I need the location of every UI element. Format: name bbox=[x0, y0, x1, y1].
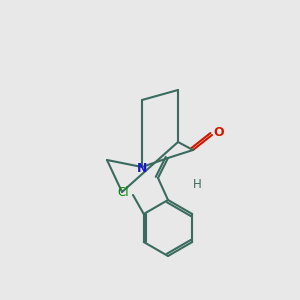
Text: O: O bbox=[214, 127, 224, 140]
Text: N: N bbox=[137, 163, 147, 176]
Text: Cl: Cl bbox=[117, 187, 129, 200]
Text: H: H bbox=[193, 178, 201, 191]
